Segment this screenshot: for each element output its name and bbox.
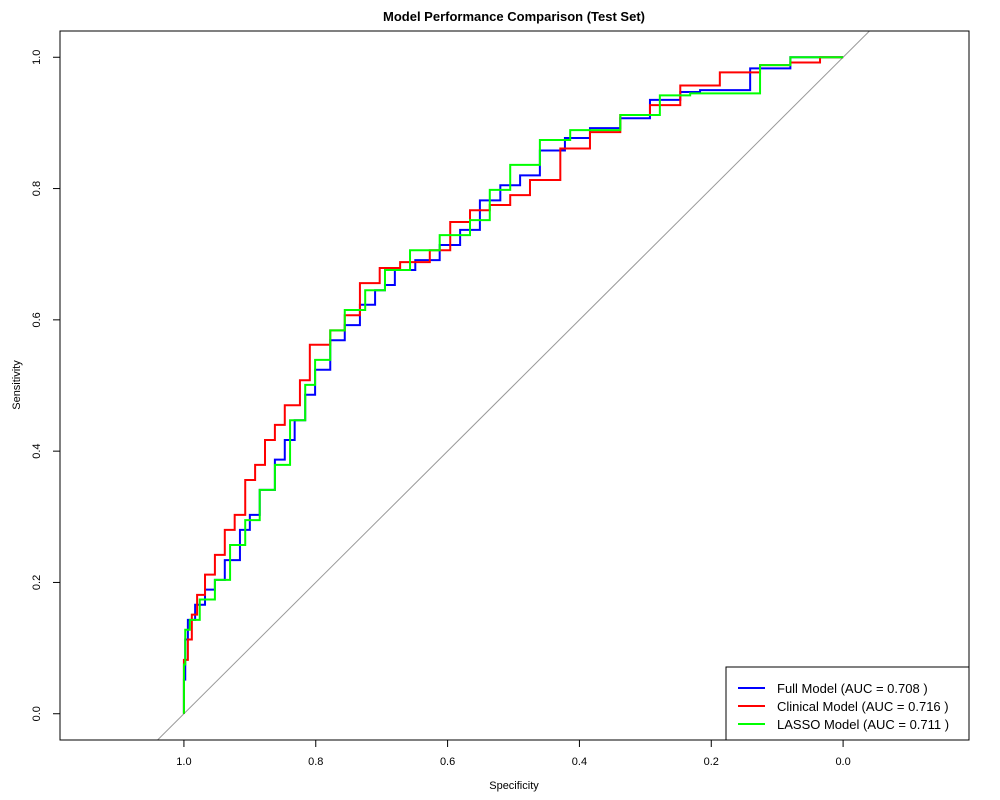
- x-tick-label: 1.0: [176, 756, 191, 768]
- x-tick-label: 0.2: [704, 756, 719, 768]
- roc-curve-2: [182, 56, 844, 714]
- y-axis: 0.0 0.2 0.4 0.6 0.8 1.0: [31, 50, 61, 721]
- x-axis: 1.0 0.8 0.6 0.4 0.2 0.0: [176, 739, 851, 768]
- reference-diagonal: [157, 31, 870, 740]
- x-tick-label: 0.8: [308, 756, 323, 768]
- y-tick-label: 0.4: [31, 443, 43, 458]
- x-tick-label: 0.6: [440, 756, 455, 768]
- x-tick-label: 0.4: [572, 756, 587, 768]
- legend-box: [725, 666, 970, 741]
- y-tick-label: 0.6: [31, 312, 43, 327]
- plot-frame: [59, 30, 970, 741]
- y-tick-label: 0.8: [31, 181, 43, 196]
- roc-curve-1: [182, 56, 844, 714]
- x-tick-label: 0.0: [835, 756, 850, 768]
- y-axis-label: Sensitivity: [11, 360, 23, 410]
- y-tick-label: 1.0: [31, 50, 43, 65]
- y-tick-label: 0.2: [31, 575, 43, 590]
- x-axis-label: Specificity: [489, 780, 539, 792]
- legend-label-2: LASSO Model (AUC = 0.711 ): [777, 717, 949, 732]
- legend-label-1: Clinical Model (AUC = 0.716 ): [777, 699, 949, 714]
- chart-title: Model Performance Comparison (Test Set): [383, 9, 645, 24]
- legend-label-0: Full Model (AUC = 0.708 ): [777, 681, 928, 696]
- legend: Full Model (AUC = 0.708 ) Clinical Model …: [725, 666, 970, 741]
- y-tick-label: 0.0: [31, 706, 43, 721]
- plot-area: [157, 31, 870, 740]
